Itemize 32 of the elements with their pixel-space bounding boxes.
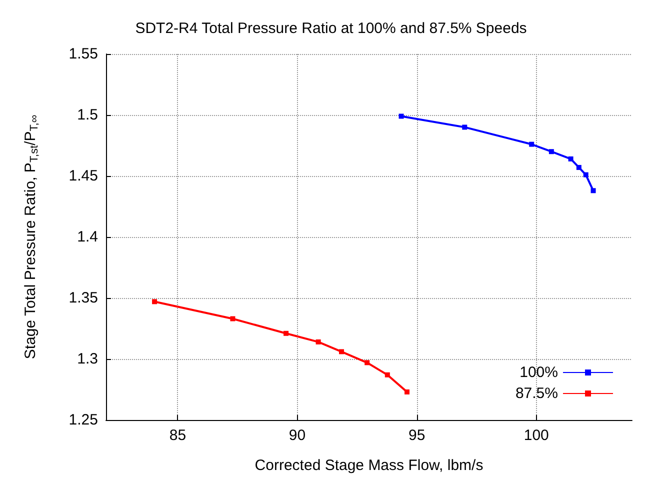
x-tick-label: 95 xyxy=(408,427,426,444)
x-tick-label: 90 xyxy=(288,427,306,444)
point xyxy=(590,188,596,194)
point xyxy=(152,299,158,304)
point xyxy=(568,156,574,162)
point xyxy=(462,124,468,130)
point xyxy=(384,372,390,378)
x-axis-title: Corrected Stage Mass Flow, lbm/s xyxy=(254,457,484,474)
point xyxy=(548,149,554,154)
chart-title: SDT2-R4 Total Pressure Ratio at 100% and 87.5% Speeds xyxy=(135,20,527,37)
point xyxy=(230,316,236,322)
x-tick-label: 85 xyxy=(169,427,186,444)
y-axis-title: Stage Total Pressure Ratio, PT,st/PT,∞ xyxy=(22,114,40,360)
y-tick-label: 1.55 xyxy=(68,46,98,62)
y-tick-label: 1.4 xyxy=(77,228,98,246)
point xyxy=(583,172,588,178)
y-tick-label: 1.5 xyxy=(77,106,98,124)
point xyxy=(284,330,289,336)
point xyxy=(339,349,344,354)
point xyxy=(404,389,410,394)
legend-label: 100% xyxy=(520,364,558,381)
point xyxy=(316,339,321,344)
point xyxy=(576,164,582,170)
legend-label: 87.5% xyxy=(515,385,558,402)
y-tick-label: 1.25 xyxy=(68,412,98,428)
point xyxy=(529,142,534,147)
point xyxy=(398,114,404,119)
point xyxy=(364,360,370,366)
y-tick-label: 1.3 xyxy=(77,350,98,368)
x-tick-label: 100 xyxy=(524,427,549,444)
y-tick-label: 1.35 xyxy=(68,290,98,306)
y-tick-label: 1.45 xyxy=(68,168,98,184)
